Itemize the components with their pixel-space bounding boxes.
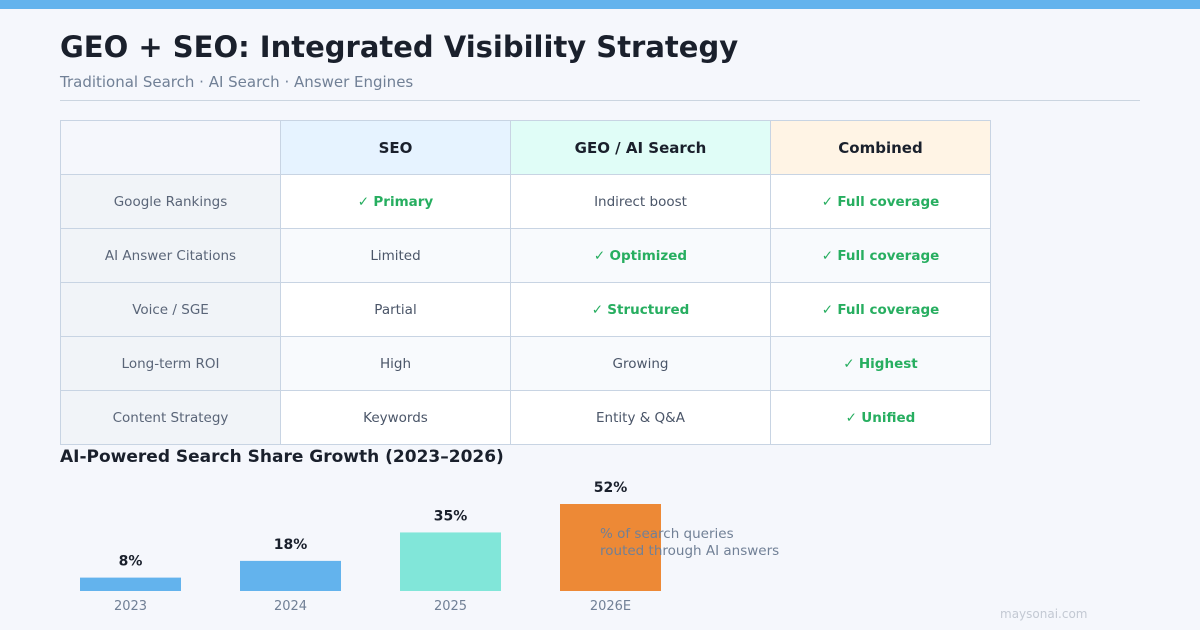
cell-text: Limited [370, 247, 421, 264]
check-icon: ✓ [845, 409, 862, 426]
row-label: Google Rankings [60, 174, 281, 229]
annotation-line: routed through AI answers [600, 543, 780, 559]
bar [80, 577, 181, 591]
row-label: AI Answer Citations [60, 228, 281, 283]
chart-title: AI-Powered Search Share Growth (2023–202… [60, 447, 504, 467]
table-cell: Keywords [280, 390, 511, 445]
column-header: GEO / AI Search [510, 120, 771, 175]
table-cell: ✓ Highest [770, 336, 991, 391]
data-label: 35% [434, 508, 468, 524]
data-label: 52% [594, 480, 628, 496]
comparison-table: SEO GEO / AI Search Combined Google Rankin… [60, 120, 991, 445]
watermark: maysonai.com [1000, 607, 1088, 621]
table-cell: ✓ Full coverage [770, 174, 991, 229]
cell-text: Unified [861, 409, 916, 426]
data-label: 8% [119, 554, 143, 570]
divider [60, 100, 1140, 101]
data-label: 18% [274, 537, 308, 553]
cell-text: Primary [373, 193, 434, 210]
x-tick-label: 2025 [434, 599, 467, 614]
check-icon: ✓ [821, 301, 838, 318]
cell-text: Growing [612, 355, 669, 372]
x-tick-label: 2026E [590, 599, 631, 614]
table-row: Long-term ROI High Growing ✓ Highest [60, 336, 991, 391]
cell-text: Structured [607, 301, 690, 318]
table-cell: Partial [280, 282, 511, 337]
table-row: Google Rankings ✓ Primary Indirect boost ✓ … [60, 174, 991, 229]
column-header: Combined [770, 120, 991, 175]
check-icon: ✓ [821, 193, 838, 210]
cell-text: Entity & Q&A [596, 409, 685, 426]
x-tick-label: 2023 [114, 599, 147, 614]
top-accent-bar [0, 0, 1200, 9]
check-icon: ✓ [591, 301, 608, 318]
table-cell: ✓ Full coverage [770, 282, 991, 337]
cell-text: Indirect boost [594, 193, 687, 210]
column-header: SEO [280, 120, 511, 175]
row-label: Voice / SGE [60, 282, 281, 337]
check-icon: ✓ [843, 355, 859, 372]
table-cell: ✓ Primary [280, 174, 511, 229]
cell-text: Full coverage [837, 193, 940, 210]
table-cell: ✓ Full coverage [770, 228, 991, 283]
table-cell: Limited [280, 228, 511, 283]
chart-annotation: % of search queries routed through AI an… [600, 526, 779, 560]
page-subtitle: Traditional Search · AI Search · Answer … [60, 73, 414, 91]
table-cell: High [280, 336, 511, 391]
cell-text: Highest [858, 355, 918, 372]
table-cell: Entity & Q&A [510, 390, 771, 445]
annotation-line: % of search queries [600, 526, 734, 542]
page-title: GEO + SEO: Integrated Visibility Strateg… [60, 30, 739, 64]
cell-text: Partial [374, 301, 417, 318]
column-header [60, 120, 281, 175]
cell-text: High [379, 355, 412, 372]
bar [240, 560, 341, 591]
row-label: Long-term ROI [60, 336, 281, 391]
table-cell: Indirect boost [510, 174, 771, 229]
table-row: Voice / SGE Partial ✓ Structured ✓ Full cov… [60, 282, 991, 337]
table-row: Content Strategy Keywords Entity & Q&A ✓ Un… [60, 390, 991, 445]
bar-chart: 8% 2023 18% 2024 35% 2025 52% 2026E [80, 480, 661, 614]
cell-text: Optimized [609, 247, 688, 264]
x-tick-label: 2024 [274, 599, 307, 614]
table-cell: Growing [510, 336, 771, 391]
cell-text: Keywords [363, 409, 428, 426]
check-icon: ✓ [357, 193, 374, 210]
bar [560, 504, 661, 591]
table-cell: ✓ Structured [510, 282, 771, 337]
table-cell: ✓ Optimized [510, 228, 771, 283]
check-icon: ✓ [593, 247, 610, 264]
cell-text: Full coverage [837, 247, 940, 264]
bar [400, 532, 501, 591]
check-icon: ✓ [821, 247, 838, 264]
cell-text: Full coverage [837, 301, 940, 318]
table-row: AI Answer Citations Limited ✓ Optimized ✓ F… [60, 228, 991, 283]
row-label: Content Strategy [60, 390, 281, 445]
table-cell: ✓ Unified [770, 390, 991, 445]
